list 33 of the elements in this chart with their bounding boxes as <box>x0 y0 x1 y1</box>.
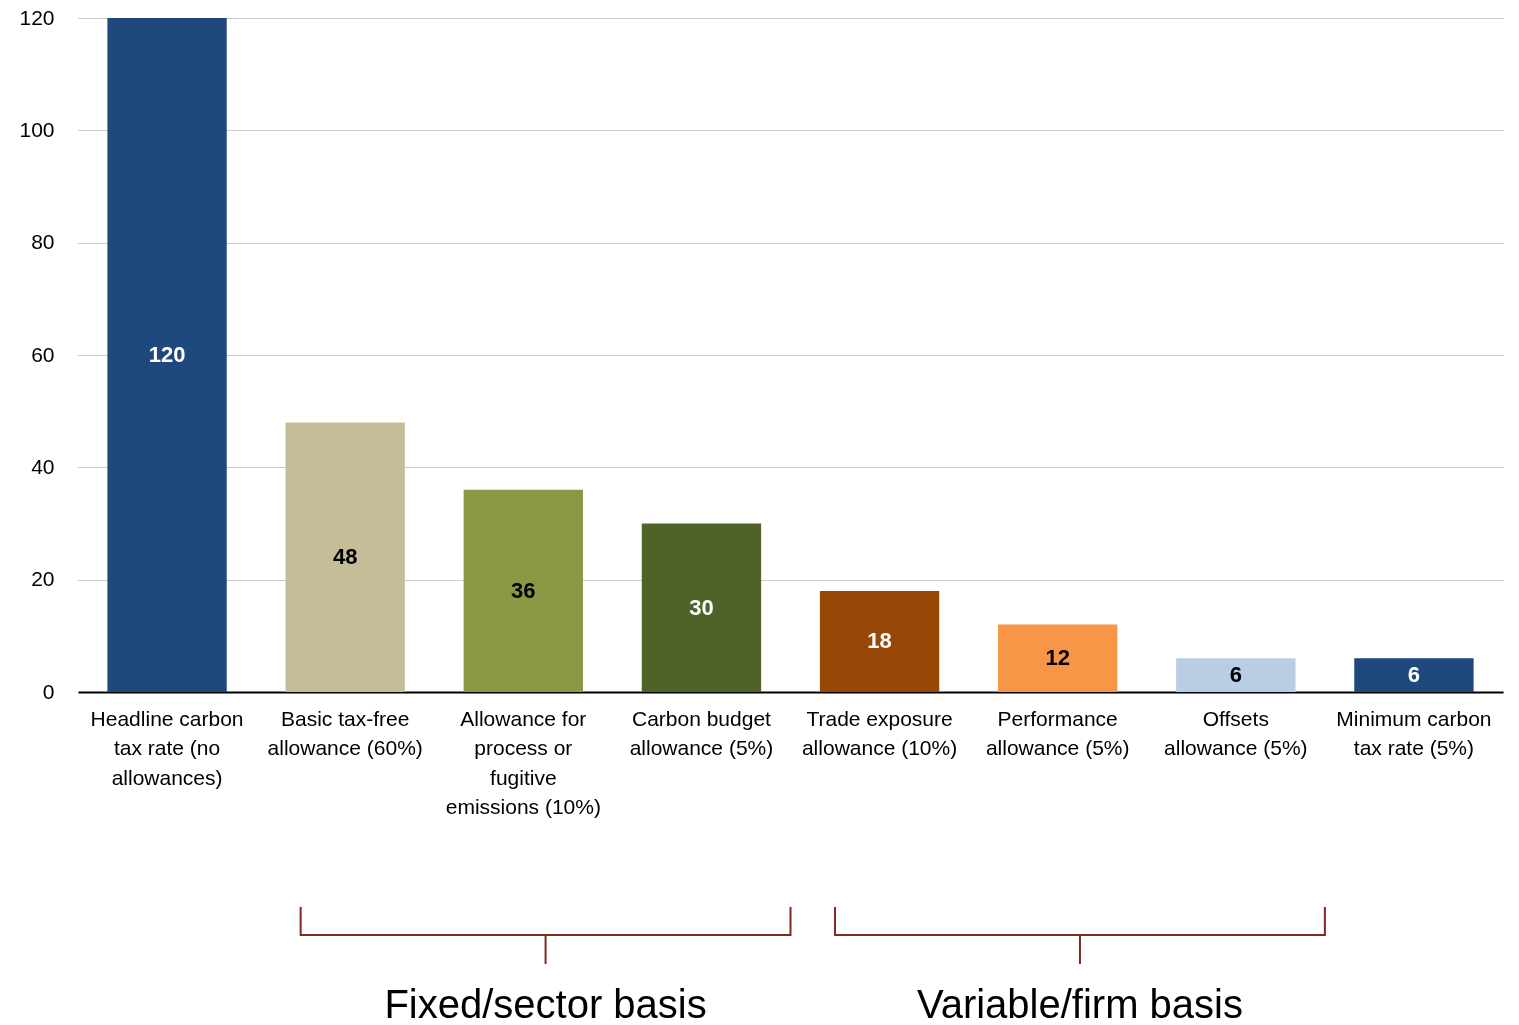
x-tick-label: Offsets allowance (5%) <box>1164 706 1308 759</box>
bar <box>463 489 583 692</box>
bar <box>107 18 227 692</box>
x-tick-label: Performance allowance (5%) <box>985 706 1130 759</box>
data-label: 120 <box>148 342 186 367</box>
bar <box>998 624 1118 692</box>
bar <box>641 523 762 692</box>
text: Fixed/sector basis <box>384 982 707 1025</box>
x-tick-label: Carbon budget allowance (5%) <box>629 706 774 759</box>
x-tick-label: Basic tax-free allowance (60%) <box>267 706 423 759</box>
text: Variable/firm basis <box>916 982 1243 1025</box>
y-tick-label: 20 <box>31 567 55 591</box>
data-label: 12 <box>1045 645 1070 671</box>
y-tick-label: 0 <box>42 679 55 703</box>
data-label: 6 <box>1407 662 1421 688</box>
data-label: 36 <box>511 577 536 603</box>
y-tick-label: 40 <box>31 454 55 478</box>
bar <box>819 590 940 692</box>
bar <box>285 422 405 692</box>
bar <box>1176 658 1296 692</box>
data-label: 48 <box>332 544 358 570</box>
data-label: 30 <box>689 594 714 620</box>
y-tick-label: 80 <box>31 230 55 254</box>
data-label: 6 <box>1229 662 1242 688</box>
x-tick-label: Allowance for process or fugitive emissions (10%) <box>445 706 601 818</box>
bar <box>1354 658 1474 692</box>
x-tick-label: Minimum carbon tax rate (5%) <box>1336 706 1492 759</box>
data-label: 18 <box>867 628 892 654</box>
y-tick-label: 60 <box>31 342 55 366</box>
y-tick-label: 100 <box>19 117 55 141</box>
x-tick-label: Headline carbon tax rate (no allowances) <box>90 706 244 789</box>
y-tick-label: 120 <box>19 5 55 29</box>
x-tick-label: Trade exposure allowance (10%) <box>801 706 958 759</box>
